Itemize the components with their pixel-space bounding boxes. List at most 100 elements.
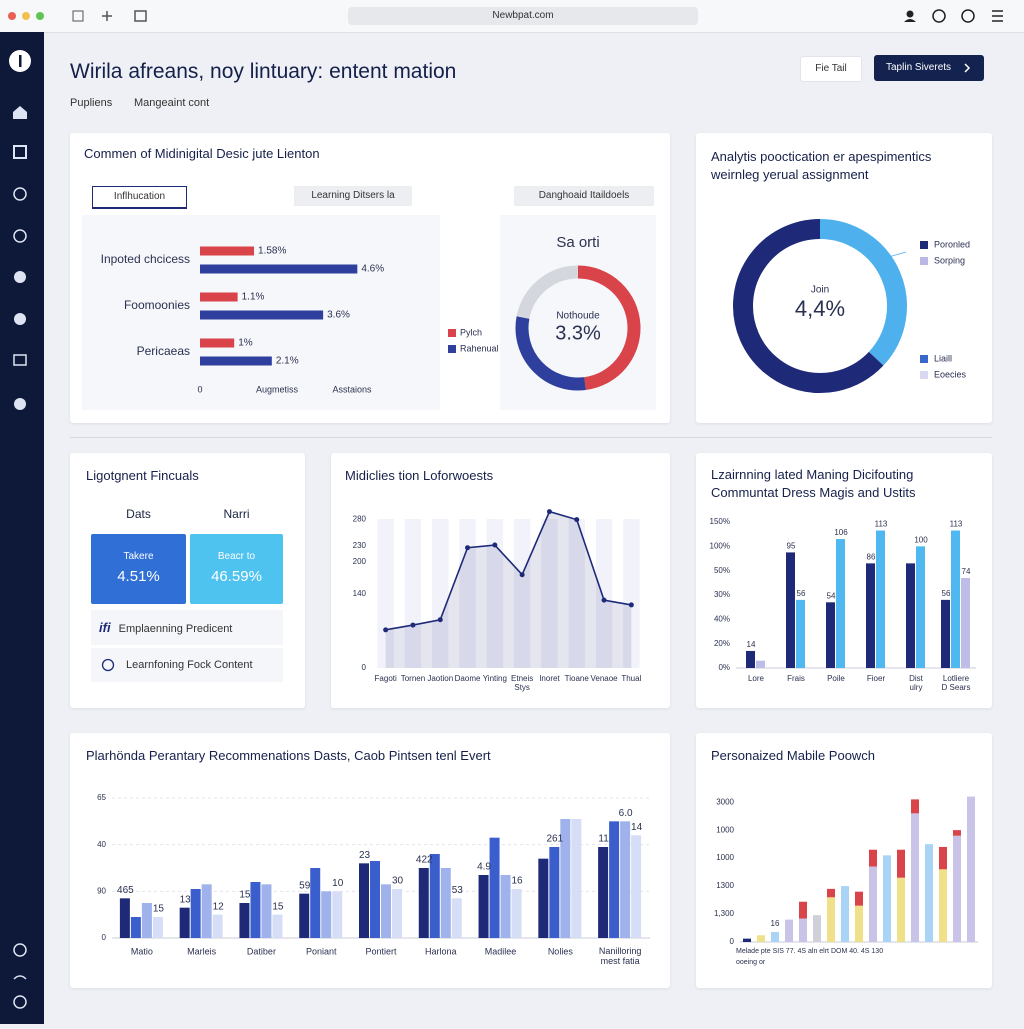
list-item[interactable]: ifi Emplaenning Predicent	[91, 610, 283, 645]
note-label: 23	[359, 850, 371, 861]
tile[interactable]: Takere 4.51%	[91, 534, 186, 604]
nav-icon[interactable]	[14, 313, 26, 325]
line	[385, 510, 632, 631]
chart: 0% 20% 40% 30% 50% 100% 150% Lore 14 Frais 95 56 Poi…	[710, 517, 976, 692]
tab[interactable]: Inflhucation	[92, 186, 187, 209]
y-tick-label: 40%	[714, 614, 730, 623]
bar-segment	[757, 935, 765, 942]
profile-icon[interactable]	[906, 10, 914, 18]
nav-icon[interactable]	[13, 229, 27, 243]
panel-title: Plarhönda Perantary Recommenations Dasts…	[86, 748, 491, 763]
text-line: Dist	[909, 674, 924, 683]
header-tab[interactable]: Mangeaint cont	[134, 97, 210, 109]
chart: Inpoted chcicess 1.58% 4.6% Foomoonies 1.1% 3…	[101, 246, 499, 395]
data-label: 113	[875, 520, 888, 529]
history-icon[interactable]	[961, 9, 975, 23]
bar-segment	[813, 915, 821, 942]
url-bar[interactable]: Newbpat.com	[348, 7, 698, 25]
bar	[190, 889, 201, 938]
profile-icon-body	[904, 19, 916, 22]
point	[601, 597, 607, 603]
browser-icons	[8, 9, 1003, 23]
y-tick-label: 280	[353, 515, 367, 524]
button[interactable]: Taplin Siverets	[874, 55, 984, 81]
x-tick-label: Etneis Stys	[511, 674, 533, 692]
bar	[916, 546, 925, 668]
bar	[152, 917, 163, 938]
bar-segment	[897, 849, 905, 878]
x-tick-label: Venaoe	[590, 674, 618, 683]
bar	[239, 903, 250, 938]
tab[interactable]: Danghoaid Itaildoels	[514, 186, 654, 206]
bar-segment	[925, 844, 933, 942]
data-label: 54	[827, 591, 836, 600]
nav-icon[interactable]	[14, 398, 26, 410]
bar	[201, 884, 212, 938]
axis-label: Augmetiss	[256, 384, 299, 394]
nav-icon[interactable]	[13, 354, 27, 366]
column-shade	[486, 519, 504, 668]
bar-segment	[939, 846, 947, 870]
bar	[756, 660, 765, 668]
data-label: 14	[747, 640, 756, 649]
category-label: Foomoonies	[124, 298, 190, 312]
nav-icon[interactable]	[13, 943, 27, 957]
bar	[130, 917, 141, 938]
x-tick-label: Poile	[827, 674, 845, 683]
annotation: 16	[771, 919, 780, 928]
bar	[631, 835, 642, 938]
x-tick-label: Frais	[787, 674, 805, 683]
note-label: 13	[180, 894, 192, 905]
item-text: Learnfoning Fock Content	[126, 659, 253, 671]
y-tick-label: 0%	[718, 663, 730, 672]
bar	[440, 868, 451, 938]
bar	[359, 863, 369, 938]
nav-icon[interactable]	[13, 187, 27, 201]
chart-title: Sa orti	[556, 234, 599, 251]
nav-icon[interactable]	[13, 995, 27, 1009]
nav-icon[interactable]	[13, 975, 27, 980]
x-tick-label: Pontiert	[365, 946, 397, 956]
bar	[549, 847, 560, 938]
minimize-dot[interactable]	[22, 12, 30, 20]
y-tick-label: 0	[102, 933, 107, 942]
note-label: 10	[332, 878, 344, 889]
data-label: 100	[914, 535, 928, 544]
y-tick-label: 1300	[716, 881, 734, 890]
window-icon[interactable]	[134, 10, 147, 22]
grid-icon[interactable]	[13, 145, 27, 159]
tabs-icon[interactable]	[72, 10, 84, 22]
x-tick-label: Daome	[455, 674, 481, 683]
x-axis-text: Melade pte SIS 77. 4S aln elrt DOM 40. 4…	[736, 948, 883, 955]
list-item[interactable]: Learnfoning Fock Content	[91, 648, 283, 682]
bar	[418, 868, 429, 938]
donut-segment	[515, 316, 586, 391]
bar-segment	[883, 855, 891, 942]
maximize-dot[interactable]	[36, 12, 44, 20]
note-label: 15	[239, 890, 251, 901]
home-icon[interactable]	[13, 106, 27, 119]
point	[492, 542, 498, 548]
bar	[598, 847, 609, 938]
bar	[489, 837, 500, 938]
x-tick-label: Matio	[131, 946, 153, 956]
menu-icon[interactable]	[992, 10, 1003, 22]
area	[385, 511, 632, 668]
chart: 0 90 40 65 Matio 465 15 Marleis 13 12 Datiber 15 15 P…	[97, 793, 650, 966]
bar	[620, 821, 631, 938]
close-dot[interactable]	[8, 12, 16, 20]
tab[interactable]: Learning Ditsers la	[294, 186, 412, 206]
new-tab-icon[interactable]	[102, 11, 112, 21]
x-tick-label: Yinting	[483, 674, 507, 683]
button[interactable]: Fie Tail	[800, 56, 862, 82]
nav-icon[interactable]	[14, 271, 26, 283]
tile[interactable]: Beacr to 46.59%	[190, 534, 283, 604]
bar	[250, 882, 261, 938]
info-icon[interactable]	[932, 9, 946, 23]
text-line: ulry	[910, 683, 923, 692]
y-tick-label: 230	[353, 541, 367, 550]
bar	[826, 602, 835, 668]
chart: 0 1,300 1300 1000 1000 3000 16 Melade pte SIS 7…	[714, 796, 978, 966]
header-tab[interactable]: Pupliens	[70, 97, 113, 109]
bar	[836, 539, 845, 668]
